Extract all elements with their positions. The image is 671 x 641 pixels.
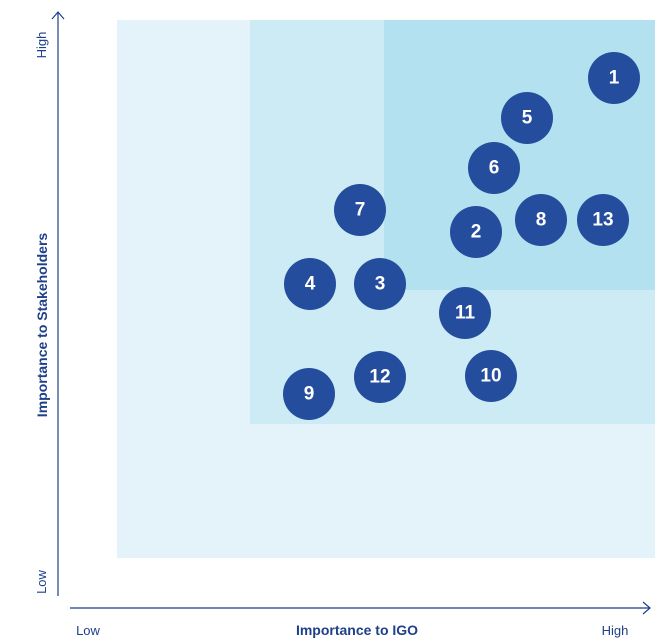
x-low: Low xyxy=(76,623,100,638)
node-label: 11 xyxy=(455,303,476,324)
node-circle xyxy=(515,194,567,246)
node-circle xyxy=(468,142,520,194)
node-label: 10 xyxy=(480,366,501,387)
node-label: 8 xyxy=(536,210,547,231)
node-circle xyxy=(284,258,336,310)
node-circle xyxy=(439,287,491,339)
node-label: 4 xyxy=(305,274,316,295)
node-label: 7 xyxy=(355,200,366,221)
x-high: High xyxy=(602,623,629,638)
node: 7 xyxy=(334,184,386,236)
node-label: 3 xyxy=(375,274,386,295)
y-low: Low xyxy=(34,569,49,593)
node-circle xyxy=(354,258,406,310)
y-high: High xyxy=(34,32,49,59)
node-circle xyxy=(334,184,386,236)
node-label: 2 xyxy=(471,222,482,243)
node: 3 xyxy=(354,258,406,310)
node-circle xyxy=(577,194,629,246)
node-label: 9 xyxy=(304,384,315,405)
node-circle xyxy=(588,52,640,104)
y-title: Importance to Stakeholders xyxy=(34,233,50,418)
node: 10 xyxy=(465,350,517,402)
node-label: 13 xyxy=(592,210,613,231)
node: 5 xyxy=(501,92,553,144)
node: 8 xyxy=(515,194,567,246)
y-arrow xyxy=(51,11,65,20)
node-label: 12 xyxy=(369,367,390,388)
node: 1 xyxy=(588,52,640,104)
x-title: Importance to IGO xyxy=(296,622,418,638)
node-circle xyxy=(465,350,517,402)
node-circle xyxy=(501,92,553,144)
node-label: 1 xyxy=(609,68,620,89)
node: 6 xyxy=(468,142,520,194)
node: 12 xyxy=(354,351,406,403)
node-label: 6 xyxy=(489,158,500,179)
node: 4 xyxy=(284,258,336,310)
node-circle xyxy=(283,368,335,420)
node: 9 xyxy=(283,368,335,420)
node-circle xyxy=(354,351,406,403)
axes xyxy=(51,11,651,615)
node-label: 5 xyxy=(522,108,533,129)
x-arrow xyxy=(642,601,651,615)
node: 13 xyxy=(577,194,629,246)
node: 2 xyxy=(450,206,502,258)
node: 11 xyxy=(439,287,491,339)
node-circle xyxy=(450,206,502,258)
